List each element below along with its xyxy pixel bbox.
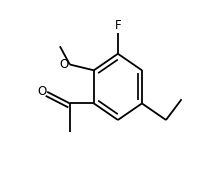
Text: F: F	[115, 19, 121, 32]
Text: O: O	[37, 85, 46, 98]
Text: O: O	[60, 58, 69, 71]
